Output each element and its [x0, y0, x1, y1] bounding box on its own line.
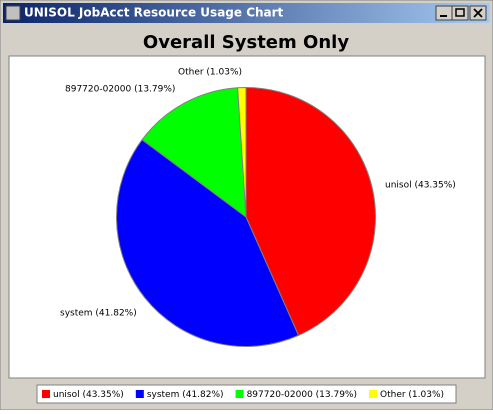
maximize-glyph [455, 8, 465, 17]
legend-swatch [42, 390, 50, 398]
pie-slice [237, 86, 247, 218]
legend-label: Other (1.03%) [380, 390, 444, 400]
pie-slice [141, 87, 247, 219]
legend-swatch [135, 390, 144, 398]
pie-slice [245, 86, 376, 337]
app-icon [5, 5, 21, 21]
close-glyph [473, 8, 483, 18]
legend [36, 384, 457, 404]
slice-label: 897720-02000 (13.79%) [65, 85, 175, 95]
minimize-button[interactable] [435, 5, 453, 21]
chart-title: Overall System Only [143, 32, 349, 53]
pie-slice [116, 139, 300, 347]
window-controls [435, 5, 487, 21]
legend-label: system (41.82%) [147, 390, 224, 400]
window-title: UNISOL JobAcct Resource Usage Chart [24, 6, 284, 20]
legend-swatch [369, 390, 377, 398]
legend-label: 897720-02000 (13.79%) [247, 390, 357, 400]
maximize-button[interactable] [451, 5, 469, 21]
legend-swatch [235, 390, 244, 398]
slice-label: Other (1.03%) [178, 68, 242, 78]
slice-label: system (41.82%) [60, 309, 137, 319]
legend-label: unisol (43.35%) [53, 390, 124, 400]
slice-label: unisol (43.35%) [385, 181, 456, 191]
title-bar [3, 3, 490, 23]
